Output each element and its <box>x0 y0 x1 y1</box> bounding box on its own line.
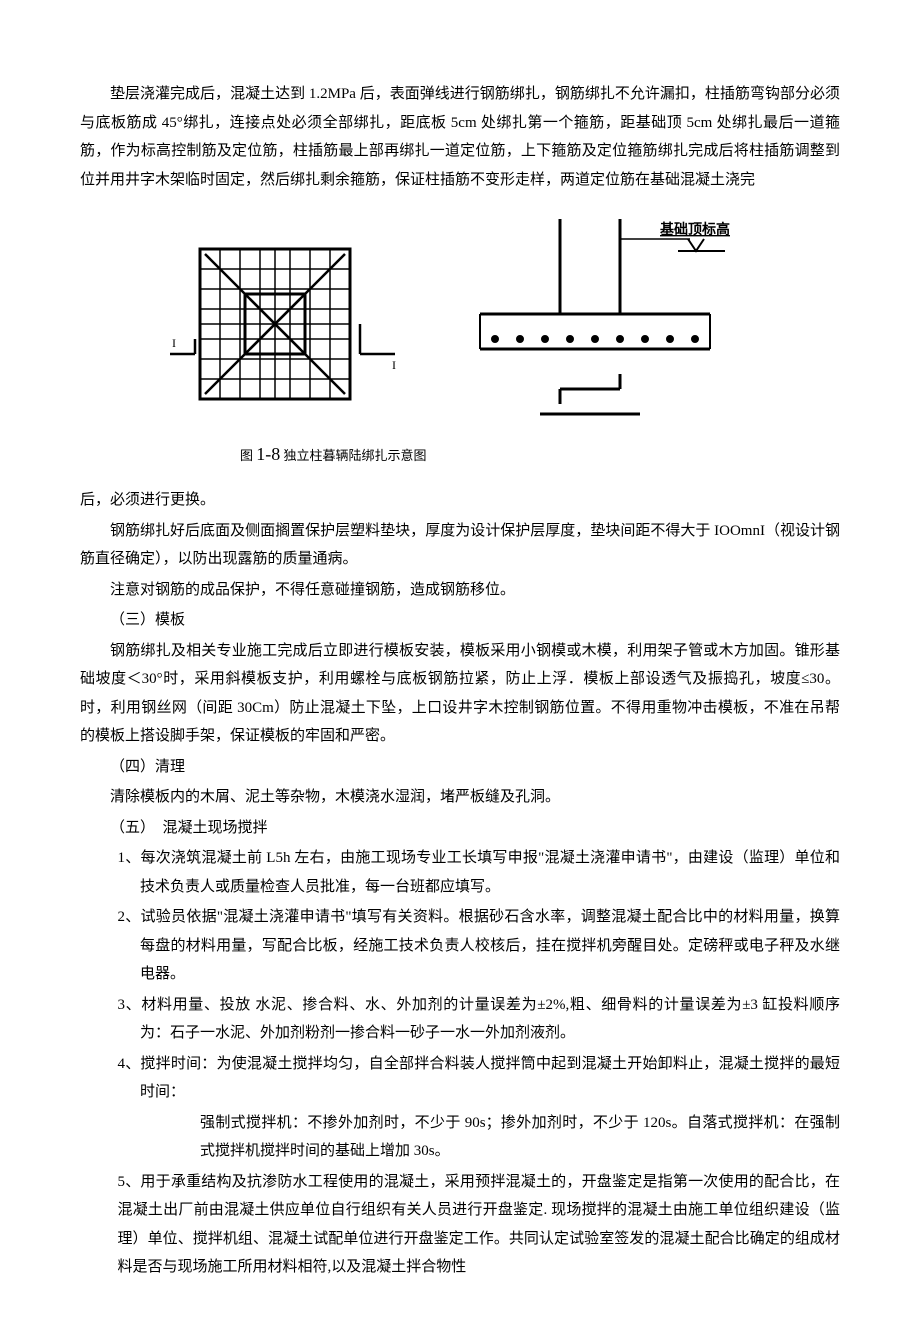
paragraph-intro: 垫层浇灌完成后，混凝土达到 1.2MPa 后，表面弹线进行钢筋绑扎，钢筋绑扎不允… <box>80 80 840 194</box>
paragraph-rebar-protect: 钢筋绑扎好后底面及侧面搁置保护层塑料垫块，厚度为设计保护层厚度，垫块间距不得大于… <box>80 517 840 574</box>
diagram-elevation: 基础顶标高 <box>450 219 750 429</box>
list-item-3: 3、材料用量、投放 水泥、掺合料、水、外加剂的计量误差为±2%,粗、细骨料的计量… <box>80 991 840 1048</box>
figure-caption: 图 1-8 独立柱暮辆陆绑扎示意图 <box>150 437 840 471</box>
caption-text: 独立柱暮辆陆绑扎示意图 <box>284 448 427 463</box>
section-5-title: （五） 混凝土现场搅拌 <box>80 814 840 843</box>
caption-number: 1-8 <box>256 444 280 464</box>
list-item-5: 5、用于承重结构及抗渗防水工程使用的混凝土，采用预拌混凝土的，开盘鉴定是指第一次… <box>80 1168 840 1282</box>
paragraph-rebar-note: 注意对钢筋的成品保护，不得任意碰撞钢筋，造成钢筋移位。 <box>80 576 840 605</box>
list-item-2: 2、试验员依据"混凝土浇灌申请书"填写有关资料。根据砂石含水率，调整混凝土配合比… <box>80 903 840 989</box>
diagram-plan-view: I I <box>150 239 400 429</box>
paragraph-after-figure: 后，必须进行更换。 <box>80 486 840 515</box>
section-label-left: I <box>172 336 176 350</box>
section-label-right: I <box>392 358 396 372</box>
elevation-label: 基础顶标高 <box>660 221 730 238</box>
caption-prefix: 图 <box>240 448 253 463</box>
section-4-title: （四）清理 <box>80 753 840 782</box>
paragraph-formwork: 钢筋绑扎及相关专业施工完成后立即进行模板安装，模板采用小钢模或木模，利用架子管或… <box>80 637 840 751</box>
section-3-title: （三）模板 <box>80 606 840 635</box>
list-item-1: 1、每次浇筑混凝土前 L5h 左右，由施工现场专业工长填写申报"混凝土浇灌申请书… <box>80 844 840 901</box>
figure-1-8: I I <box>80 219 840 471</box>
paragraph-cleanup: 清除模板内的木屑、泥土等杂物，木模浇水湿润，堵严板缝及孔洞。 <box>80 783 840 812</box>
list-item-4-sub: 强制式搅拌机：不掺外加剂时，不少于 90s；掺外加剂时，不少于 120s。自落式… <box>80 1109 840 1166</box>
list-item-4: 4、搅拌时间：为使混凝土搅拌均匀，自全部拌合料装人搅拌筒中起到混凝土开始卸料止，… <box>80 1050 840 1107</box>
